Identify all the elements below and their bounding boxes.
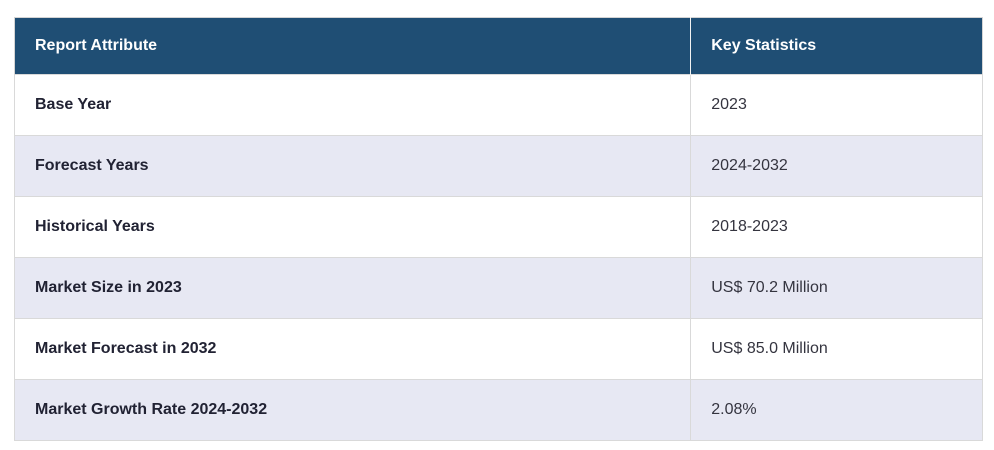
table-row: Historical Years 2018-2023 bbox=[13, 196, 983, 258]
key-statistics-table: Report Attribute Key Statistics Base Yea… bbox=[13, 17, 983, 441]
value-cell: US$ 85.0 Million bbox=[690, 318, 983, 380]
table-header-row: Report Attribute Key Statistics bbox=[14, 17, 983, 75]
attribute-cell: Market Growth Rate 2024-2032 bbox=[13, 379, 692, 441]
attribute-cell: Market Size in 2023 bbox=[13, 257, 692, 319]
attribute-cell: Market Forecast in 2032 bbox=[13, 318, 692, 380]
attribute-cell: Forecast Years bbox=[13, 135, 692, 197]
attribute-cell: Historical Years bbox=[13, 196, 692, 258]
header-cell-key-statistics: Key Statistics bbox=[690, 17, 983, 75]
table-row: Market Forecast in 2032 US$ 85.0 Million bbox=[13, 318, 983, 380]
value-cell: 2024-2032 bbox=[690, 135, 983, 197]
table-row: Base Year 2023 bbox=[13, 74, 983, 136]
header-cell-report-attribute: Report Attribute bbox=[14, 17, 691, 75]
attribute-cell: Base Year bbox=[13, 74, 692, 136]
table-row: Forecast Years 2024-2032 bbox=[13, 135, 983, 197]
value-cell: 2023 bbox=[690, 74, 983, 136]
table-row: Market Growth Rate 2024-2032 2.08% bbox=[13, 379, 983, 441]
table-row: Market Size in 2023 US$ 70.2 Million bbox=[13, 257, 983, 319]
value-cell: US$ 70.2 Million bbox=[690, 257, 983, 319]
value-cell: 2.08% bbox=[690, 379, 983, 441]
value-cell: 2018-2023 bbox=[690, 196, 983, 258]
stats-table: Report Attribute Key Statistics Base Yea… bbox=[13, 17, 983, 441]
